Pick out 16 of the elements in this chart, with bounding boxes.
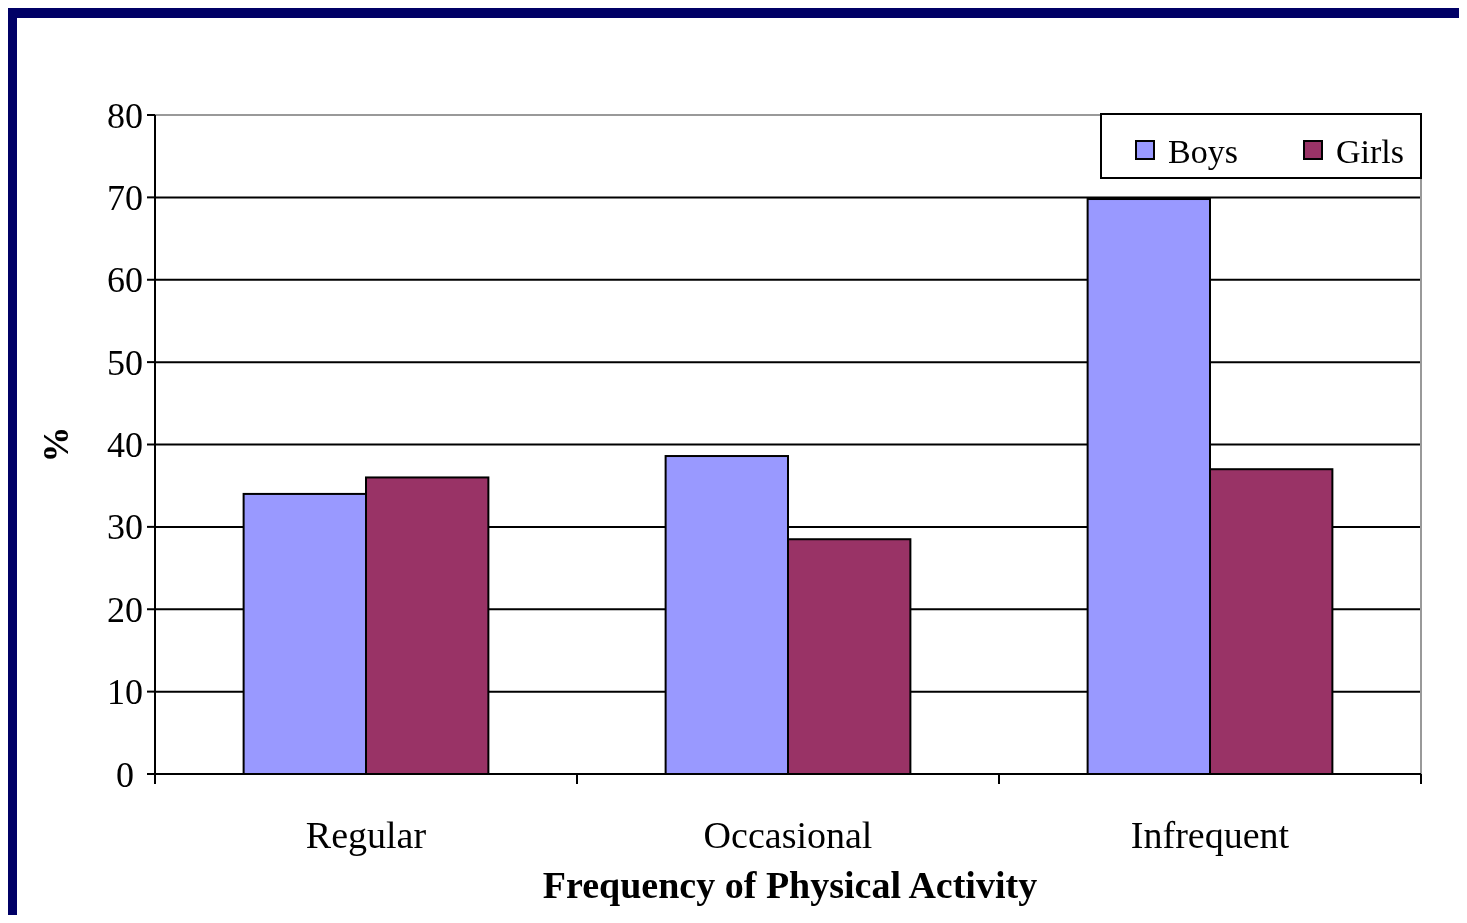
y-tick-label: 60 [107,260,143,301]
x-tick-label: Occasional [703,814,873,856]
legend-label: Girls [1336,133,1404,170]
y-tick-label: 70 [107,177,143,218]
y-tick-label: 20 [107,589,143,630]
legend-label: Boys [1168,133,1238,170]
x-tick-label: Infrequent [1130,814,1290,856]
y-tick-label: 10 [107,672,143,713]
y-tick-label: 50 [107,342,143,383]
x-tick-label: Regular [305,814,427,856]
y-tick-label: 30 [107,507,143,548]
y-axis-title: % [36,426,76,463]
y-tick-label: 80 [107,95,143,136]
y-tick-label: 0 [116,754,134,795]
y-tick-label: 40 [107,425,143,466]
x-axis-title: Frequency of Physical Activity [542,864,1038,906]
